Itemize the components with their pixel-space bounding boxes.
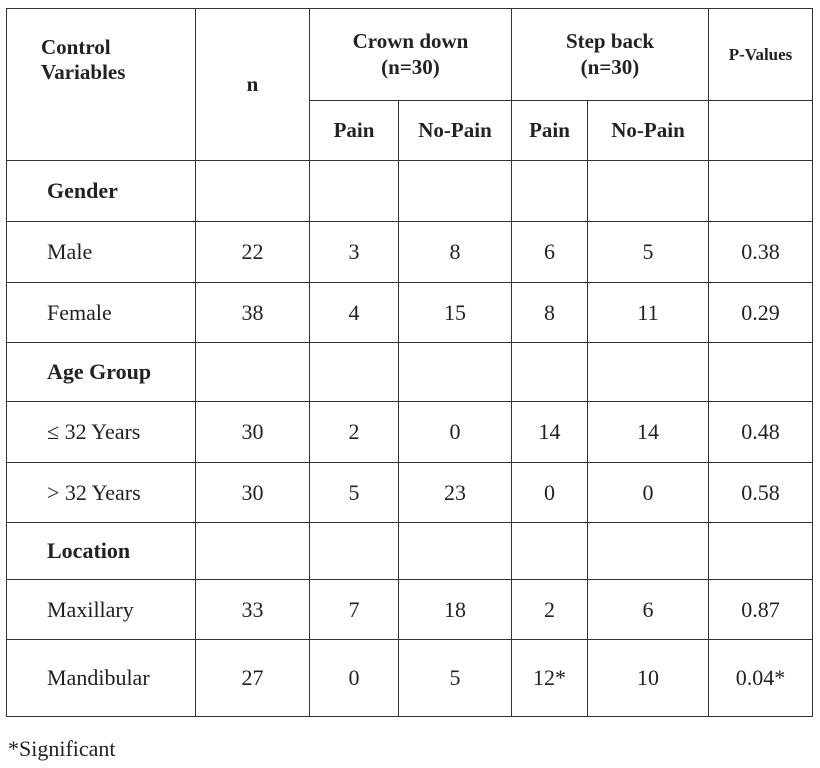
cell: 8 [511, 282, 588, 343]
empty-cell [511, 522, 588, 580]
cell: 0.29 [708, 282, 813, 343]
empty-cell [195, 342, 310, 402]
cell: Mandibular [6, 639, 196, 717]
subheader-cell: No-Pain [587, 100, 709, 161]
empty-cell [708, 522, 813, 580]
empty-cell [587, 342, 709, 402]
cell: 7 [309, 579, 399, 640]
empty-cell [195, 160, 310, 222]
cell: 8 [398, 221, 512, 283]
empty-cell [587, 160, 709, 222]
cell: 23 [398, 462, 512, 523]
cell: Gender [6, 160, 196, 222]
subheader-cell: Pain [309, 100, 399, 161]
header-cell: Crown down (n=30) [309, 8, 512, 101]
cell: 0 [511, 462, 588, 523]
cell: 11 [587, 282, 709, 343]
cell: 15 [398, 282, 512, 343]
empty-cell [398, 342, 512, 402]
empty-cell [195, 522, 310, 580]
cell: 0.04* [708, 639, 813, 717]
cell: Age Group [6, 342, 196, 402]
cell: 14 [511, 401, 588, 463]
cell: 5 [587, 221, 709, 283]
cell: 5 [309, 462, 399, 523]
cell: 0 [587, 462, 709, 523]
cell: 12* [511, 639, 588, 717]
empty-cell [708, 100, 813, 161]
cell: 0.87 [708, 579, 813, 640]
cell: 0.48 [708, 401, 813, 463]
empty-cell [309, 342, 399, 402]
cell: 33 [195, 579, 310, 640]
empty-cell [309, 160, 399, 222]
section-row: Gender [6, 160, 813, 222]
header-row: Control Variables n Crown down (n=30) St… [6, 8, 813, 161]
data-row: > 32 Years 30 5 23 0 0 0.58 [6, 462, 813, 523]
subheader-cell: Pain [511, 100, 588, 161]
data-row: Female 38 4 15 8 11 0.29 [6, 282, 813, 343]
header-text: Control Variables [41, 35, 126, 85]
empty-cell [398, 522, 512, 580]
cell: 4 [309, 282, 399, 343]
cell: 14 [587, 401, 709, 463]
cell: 6 [511, 221, 588, 283]
empty-cell [398, 160, 512, 222]
header-cell: Step back (n=30) [511, 8, 709, 101]
header-cell: Control Variables [6, 8, 196, 161]
cell: Location [6, 522, 196, 580]
header-text: Step back (n=30) [565, 29, 655, 79]
empty-cell [309, 522, 399, 580]
cell: Male [6, 221, 196, 283]
header-cell: P-Values [708, 8, 813, 101]
cell: 5 [398, 639, 512, 717]
cell: Maxillary [6, 579, 196, 640]
cell: 22 [195, 221, 310, 283]
cell: 2 [511, 579, 588, 640]
data-row: Male 22 3 8 6 5 0.38 [6, 221, 813, 283]
cell: 0.38 [708, 221, 813, 283]
cell: 30 [195, 462, 310, 523]
section-row: Location [6, 522, 813, 580]
footnote: *Significant [8, 736, 116, 761]
empty-cell [511, 160, 588, 222]
data-row: Maxillary 33 7 18 2 6 0.87 [6, 579, 813, 640]
cell: 6 [587, 579, 709, 640]
empty-cell [708, 160, 813, 222]
empty-cell [511, 342, 588, 402]
cell: 0.58 [708, 462, 813, 523]
header-text: Crown down (n=30) [352, 29, 469, 79]
cell: 27 [195, 639, 310, 717]
subheader-cell: No-Pain [398, 100, 512, 161]
section-row: Age Group [6, 342, 813, 402]
cell: 10 [587, 639, 709, 717]
cell: 2 [309, 401, 399, 463]
empty-cell [708, 342, 813, 402]
empty-cell [587, 522, 709, 580]
cell: Female [6, 282, 196, 343]
cell: 18 [398, 579, 512, 640]
cell: ≤ 32 Years [6, 401, 196, 463]
cell: 30 [195, 401, 310, 463]
data-row: ≤ 32 Years 30 2 0 14 14 0.48 [6, 401, 813, 463]
results-table: Control Variables n Crown down (n=30) St… [6, 8, 813, 717]
cell: 0 [398, 401, 512, 463]
cell: 0 [309, 639, 399, 717]
data-row: Mandibular 27 0 5 12* 10 0.04* [6, 639, 813, 717]
cell: 38 [195, 282, 310, 343]
cell: 3 [309, 221, 399, 283]
header-cell: n [195, 8, 310, 161]
cell: > 32 Years [6, 462, 196, 523]
